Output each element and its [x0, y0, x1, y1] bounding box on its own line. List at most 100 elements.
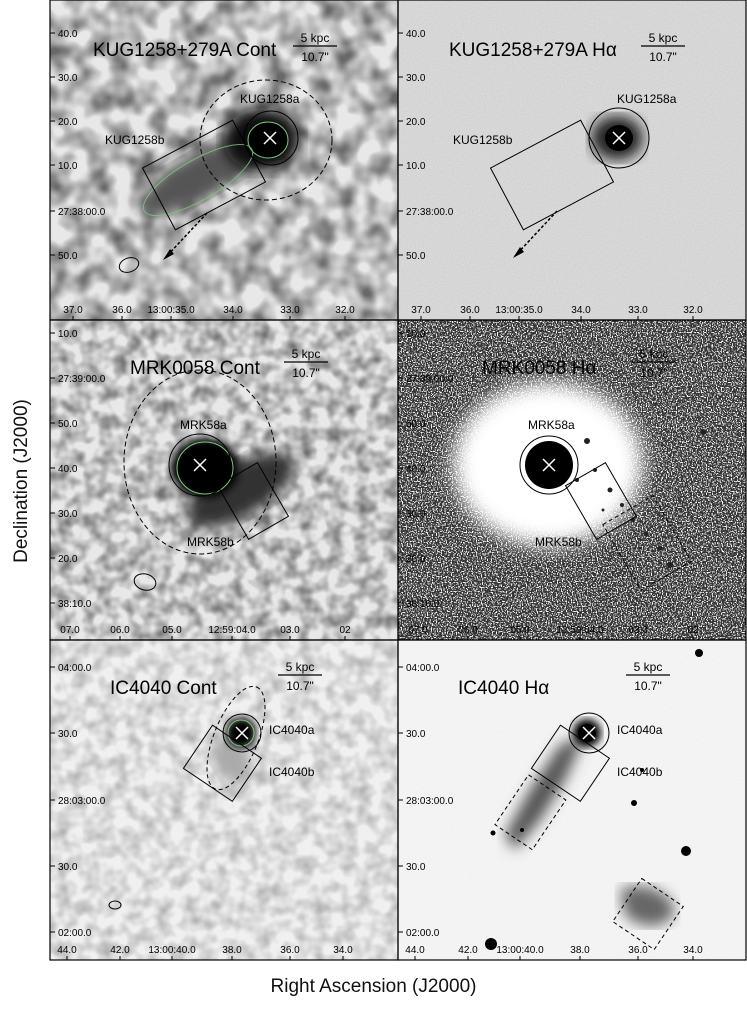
- y-tick-label: 40.0: [58, 464, 78, 475]
- y-tick-label: 30.0: [406, 509, 426, 520]
- x-tick-label: 42.0: [110, 945, 130, 956]
- x-tick-label: 13:00:40.0: [496, 945, 544, 956]
- scalebar-arcsec: 10.7": [286, 679, 314, 693]
- region-label: MRK58a: [180, 418, 227, 432]
- y-tick-label: 20.0: [58, 554, 78, 565]
- x-tick-label: 12:59:04.0: [208, 625, 256, 636]
- y-tick-label: 10.0: [58, 161, 78, 172]
- panel-title: KUG1258+279A Cont: [93, 40, 277, 61]
- x-tick-label: 32.0: [683, 305, 703, 316]
- region-label: KUG1258a: [240, 92, 300, 106]
- y-tick-label: 28:03:00.0: [58, 796, 106, 807]
- x-tick-label: 02: [687, 625, 699, 636]
- y-tick-label: 28:03:00.0: [406, 796, 454, 807]
- y-axis-label: Declination (J2000): [11, 399, 32, 563]
- y-tick-label: 27:39:00.0: [406, 374, 454, 385]
- x-tick-label: 36.0: [460, 305, 480, 316]
- x-tick-label: 44.0: [405, 945, 425, 956]
- panel-mrk-cont: [50, 320, 398, 640]
- region-label: MRK58a: [528, 418, 575, 432]
- x-tick-label: 37.0: [63, 305, 83, 316]
- y-tick-label: 50.0: [58, 251, 78, 262]
- x-tick-label: 07.0: [60, 625, 80, 636]
- scalebar-kpc: 5 kpc: [649, 31, 678, 45]
- region-label: IC4040b: [617, 765, 663, 779]
- y-tick-label: 40.0: [406, 29, 426, 40]
- x-tick-label: 06.0: [110, 625, 130, 636]
- x-tick-label: 34.0: [223, 305, 243, 316]
- region-label: KUG1258b: [453, 133, 513, 147]
- scalebar-kpc: 5 kpc: [640, 347, 669, 361]
- panel-title: KUG1258+279A Hα: [449, 40, 617, 61]
- y-tick-label: 38:10.0: [58, 599, 92, 610]
- panel-title: IC4040 Cont: [110, 678, 217, 699]
- panel-title: MRK0058 Hα: [482, 358, 596, 379]
- x-tick-label: 32.0: [335, 305, 355, 316]
- x-tick-label: 38.0: [222, 945, 242, 956]
- panel-ic-cont: [50, 640, 398, 960]
- scalebar-arcsec: 10.7": [640, 366, 668, 380]
- y-tick-label: 10.0: [406, 161, 426, 172]
- y-tick-label: 20.0: [58, 117, 78, 128]
- panel-title: MRK0058 Cont: [130, 358, 261, 379]
- y-tick-label: 30.0: [406, 862, 426, 873]
- x-tick-label: 07.0: [408, 625, 428, 636]
- region-label: IC4040a: [269, 723, 315, 737]
- y-tick-label: 27:39:00.0: [58, 374, 106, 385]
- y-tick-label: 20.0: [406, 554, 426, 565]
- y-tick-label: 20.0: [406, 117, 426, 128]
- scalebar-kpc: 5 kpc: [634, 660, 663, 674]
- scalebar-arcsec: 10.7": [649, 50, 677, 64]
- y-tick-label: 04:00.0: [58, 663, 92, 674]
- x-tick-label: 05.0: [510, 625, 530, 636]
- region-label: MRK58b: [535, 535, 582, 549]
- x-tick-label: 03.0: [280, 625, 300, 636]
- panel-mrk-ha: [398, 320, 746, 640]
- y-tick-label: 30.0: [58, 729, 78, 740]
- x-tick-label: 34.0: [333, 945, 353, 956]
- x-tick-label: 13:00:35.0: [147, 305, 195, 316]
- y-tick-label: 10.0: [406, 329, 426, 340]
- x-tick-label: 33.0: [628, 305, 648, 316]
- x-tick-label: 12:59:04.0: [556, 625, 604, 636]
- x-tick-label: 02: [339, 625, 351, 636]
- x-tick-label: 36.0: [280, 945, 300, 956]
- panel-kug-ha: [398, 0, 746, 320]
- y-tick-label: 50.0: [406, 251, 426, 262]
- x-tick-label: 03.0: [628, 625, 648, 636]
- x-tick-label: 33.0: [280, 305, 300, 316]
- scalebar-arcsec: 10.7": [301, 50, 329, 64]
- y-tick-label: 02:00.0: [58, 928, 92, 939]
- y-tick-label: 10.0: [58, 329, 78, 340]
- x-tick-label: 34.0: [571, 305, 591, 316]
- x-tick-label: 36.0: [112, 305, 132, 316]
- panel-kug-cont: [50, 0, 398, 320]
- panel-title: IC4040 Hα: [458, 678, 549, 699]
- y-tick-label: 04:00.0: [406, 663, 440, 674]
- panel-ic-ha: [398, 640, 746, 960]
- region-label: MRK58b: [187, 535, 234, 549]
- region-label: KUG1258a: [617, 92, 677, 106]
- y-tick-label: 27:38:00.0: [58, 207, 106, 218]
- x-tick-label: 42.0: [458, 945, 478, 956]
- region-label: KUG1258b: [105, 133, 165, 147]
- y-tick-label: 40.0: [58, 29, 78, 40]
- region-label: IC4040b: [269, 765, 315, 779]
- scalebar-kpc: 5 kpc: [286, 660, 315, 674]
- scalebar-kpc: 5 kpc: [292, 347, 321, 361]
- y-tick-label: 40.0: [406, 464, 426, 475]
- scalebar-arcsec: 10.7": [292, 366, 320, 380]
- region-label: IC4040a: [617, 723, 663, 737]
- y-tick-label: 30.0: [406, 729, 426, 740]
- x-tick-label: 06.0: [458, 625, 478, 636]
- x-tick-label: 34.0: [683, 945, 703, 956]
- x-tick-label: 38.0: [570, 945, 590, 956]
- y-tick-label: 30.0: [58, 509, 78, 520]
- x-tick-label: 36.0: [628, 945, 648, 956]
- scalebar-arcsec: 10.7": [634, 679, 662, 693]
- y-tick-label: 50.0: [58, 419, 78, 430]
- y-tick-label: 30.0: [406, 73, 426, 84]
- x-tick-label: 13:00:35.0: [495, 305, 543, 316]
- x-tick-label: 37.0: [411, 305, 431, 316]
